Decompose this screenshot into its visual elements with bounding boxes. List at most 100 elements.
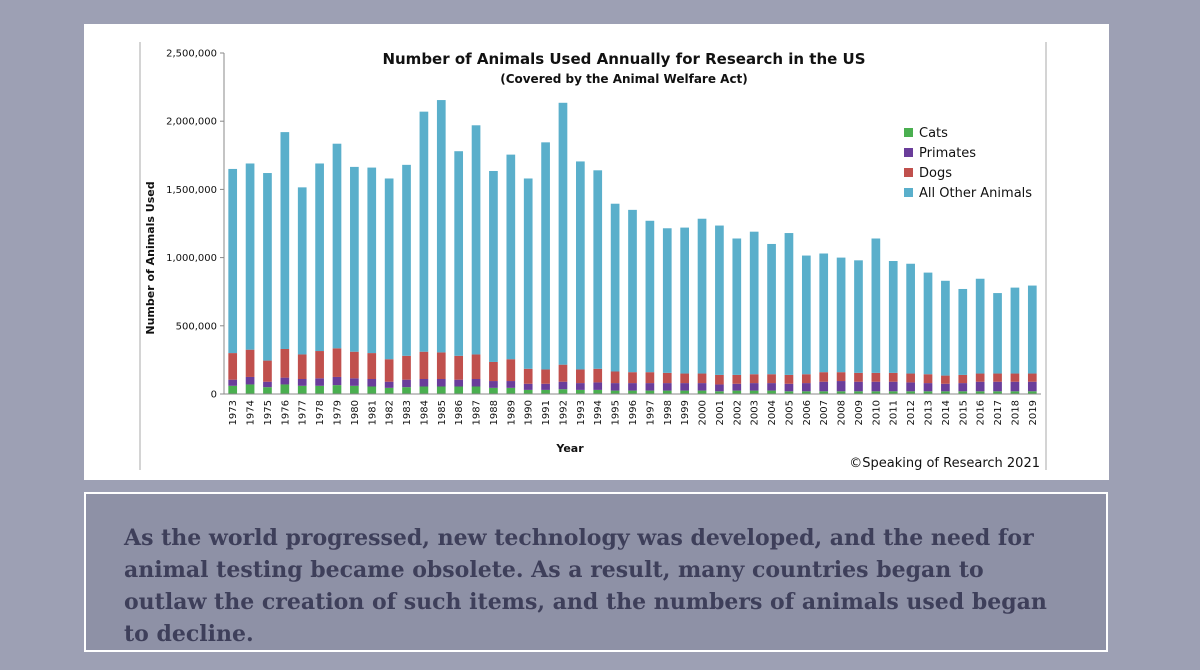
bar-dogs: [228, 353, 238, 380]
bar-all-other-animals: [332, 143, 342, 349]
bar-cats: [871, 391, 881, 394]
caption-text: As the world progressed, new technology …: [124, 525, 1047, 647]
bar-all-other-animals: [436, 100, 446, 353]
bar-primates: [923, 383, 933, 392]
bar-primates: [1027, 381, 1037, 392]
bar-all-other-animals: [610, 203, 620, 372]
bar-dogs: [280, 348, 290, 378]
bar-dogs: [819, 372, 829, 382]
legend-label: Primates: [919, 146, 976, 161]
bar-cats: [506, 387, 516, 394]
bar-primates: [350, 378, 359, 386]
bar-cats: [541, 389, 550, 394]
bar-all-other-animals: [923, 272, 933, 375]
bar-all-other-animals: [263, 173, 272, 361]
y-tick-label: 2,000,000: [166, 117, 217, 128]
bar-all-other-animals: [906, 263, 915, 374]
bar-all-other-animals: [402, 164, 411, 356]
bar-dogs: [993, 373, 1002, 382]
bar-cats: [749, 390, 759, 394]
copyright-notice: ©Speaking of Research 2021: [849, 456, 1040, 471]
bar-cats: [888, 391, 898, 394]
y-axis: 0 500,000 1,000,000 1,500,000 2,000,000 2,500…: [166, 49, 225, 401]
bar-all-other-animals: [628, 209, 637, 373]
bar-cats: [350, 385, 359, 394]
bar-all-other-animals: [350, 166, 359, 352]
bar-dogs: [367, 353, 377, 379]
bar-dogs: [854, 372, 863, 382]
bar-primates: [888, 381, 898, 392]
bar-all-other-animals: [315, 163, 324, 352]
bar-dogs: [454, 355, 464, 380]
bar-all-other-animals: [958, 288, 968, 375]
x-tick-label: 1981: [367, 400, 378, 425]
bar-all-other-animals: [836, 257, 846, 373]
bar-primates: [367, 378, 377, 387]
x-tick-label: 1994: [593, 400, 604, 425]
bar-cats: [471, 386, 481, 394]
x-tick-label: 1985: [437, 400, 448, 425]
x-tick-label: 2014: [941, 400, 952, 425]
bar-all-other-animals: [819, 253, 829, 373]
x-axis: 1973 1974 1975 1976 1977 1978 1979 1980 1981 1982…: [224, 393, 1041, 425]
bar-cats: [576, 389, 585, 394]
legend: Cats Primates Dogs All Other Animals: [904, 126, 1032, 201]
x-tick-label: 2013: [924, 400, 935, 425]
bar-primates: [419, 378, 429, 387]
bar-cats: [732, 390, 742, 394]
chart-title: Number of Animals Used Annually for Rese…: [382, 50, 865, 68]
bar-cats: [593, 389, 603, 394]
bar-dogs: [975, 373, 985, 382]
bar-all-other-animals: [888, 261, 898, 373]
bar-all-other-animals: [245, 163, 255, 350]
bar-cats: [715, 391, 724, 394]
bar-primates: [941, 383, 950, 392]
bar-dogs: [419, 351, 429, 379]
bar-primates: [297, 378, 307, 386]
bar-cats: [523, 389, 533, 394]
bar-dogs: [645, 372, 655, 384]
x-tick-label: 2001: [715, 400, 726, 425]
bar-cats: [332, 385, 342, 394]
bar-all-other-animals: [541, 142, 550, 370]
bar-cats: [767, 390, 776, 394]
bar-dogs: [402, 355, 411, 380]
bar-cats: [436, 386, 446, 394]
x-tick-label: 2004: [767, 400, 778, 425]
bar-dogs: [523, 368, 533, 384]
bar-dogs: [749, 374, 759, 384]
bar-cats: [958, 391, 968, 394]
bar-all-other-animals: [854, 260, 863, 373]
bar-dogs: [593, 368, 603, 383]
legend-swatch: [904, 188, 913, 197]
bar-all-other-animals: [454, 151, 464, 356]
bar-cats: [819, 391, 829, 394]
bar-cats: [245, 384, 255, 394]
bar-all-other-animals: [1010, 287, 1020, 374]
x-tick-label: 1978: [315, 400, 326, 425]
bar-cats: [784, 391, 794, 394]
bar-primates: [680, 383, 689, 391]
x-tick-label: 2019: [1028, 400, 1039, 425]
bar-cats: [697, 390, 707, 394]
bars-group: [228, 100, 1037, 394]
x-tick-label: 1976: [280, 400, 291, 425]
x-tick-label: 1989: [506, 400, 517, 425]
bar-primates: [558, 381, 568, 390]
legend-swatch: [904, 128, 913, 137]
bar-cats: [836, 391, 846, 394]
bar-dogs: [297, 354, 307, 379]
x-tick-label: 1991: [541, 400, 552, 425]
bar-dogs: [263, 360, 272, 382]
bar-all-other-animals: [280, 132, 290, 349]
bar-all-other-animals: [749, 231, 759, 375]
y-tick-label: 1,500,000: [166, 185, 217, 196]
bar-all-other-animals: [419, 111, 429, 352]
bar-dogs: [576, 369, 585, 384]
bar-dogs: [801, 374, 811, 384]
y-tick-label: 0: [211, 390, 217, 401]
bar-all-other-animals: [941, 280, 950, 376]
bar-primates: [454, 379, 464, 387]
bar-cats: [297, 385, 307, 394]
bar-cats: [993, 391, 1002, 394]
